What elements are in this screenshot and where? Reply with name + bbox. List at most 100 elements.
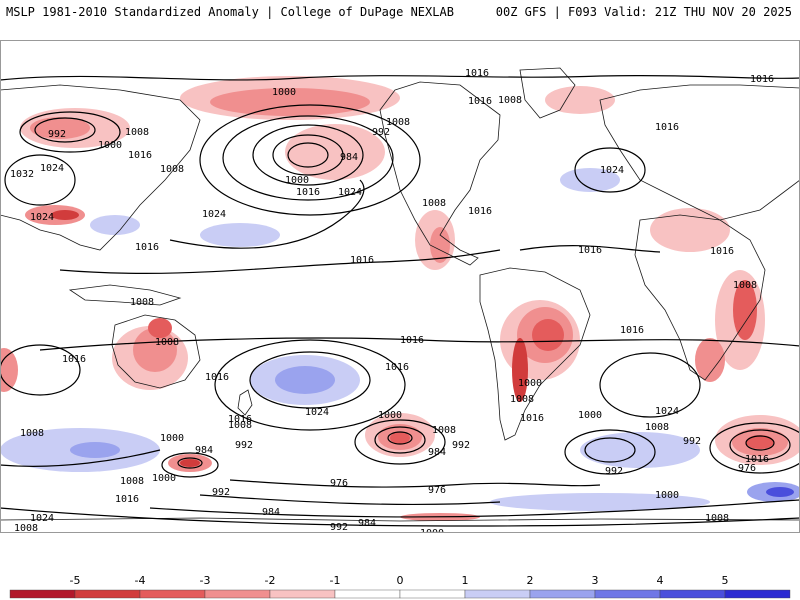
isobar-984 <box>199 494 501 506</box>
coast-asia-west <box>0 84 201 251</box>
isobar-high-atlantic <box>574 147 646 193</box>
isobar-label: 1024 <box>655 406 679 417</box>
isobar-label: 976 <box>428 485 446 496</box>
coastlines <box>0 67 800 522</box>
isobar-low-s-pacific-1 <box>387 431 413 445</box>
isobar-label: 1024 <box>202 209 226 220</box>
colorbar-tick-label: 5 <box>722 574 729 587</box>
isobar-label: 1000 <box>578 410 602 421</box>
isobar-label: 1016 <box>385 362 409 373</box>
isobar-label: 1016 <box>128 150 152 161</box>
anomaly-colorbar: -5 -4 -3 -2 -1 0 1 2 3 4 5 <box>9 574 791 599</box>
isobar-label: 1016 <box>468 206 492 217</box>
isobar-label: 1008 <box>20 428 44 439</box>
isobar-low-n-pacific-3 <box>252 124 364 186</box>
isobar-label: 1000 <box>98 140 122 151</box>
isobar-low-indian-1 <box>745 435 775 451</box>
isobar-label: 1008 <box>705 513 729 524</box>
coast-antarctica <box>0 517 800 522</box>
isobar-label: 1016 <box>655 122 679 133</box>
isobar-label: 1000 <box>655 490 679 501</box>
isobar-low-n-pacific-4 <box>222 115 394 201</box>
colorbar-tick-label: -5 <box>70 574 81 587</box>
isobar-992 <box>149 499 800 518</box>
colorbar-segment <box>74 589 141 599</box>
anomaly-indian-ocean-inner <box>746 435 774 449</box>
colorbar-tick-label: 1 <box>462 574 469 587</box>
colorbar-tick-label: 2 <box>527 574 534 587</box>
isobar-976 <box>229 479 601 488</box>
isobar-1016-north <box>0 74 800 81</box>
isobar-low-tasman-2 <box>161 452 219 478</box>
isobar-label: 984 <box>428 447 446 458</box>
colorbar-tick-label: -2 <box>265 574 276 587</box>
isobar-label: 1024 <box>30 513 54 524</box>
isobar-1000 <box>0 507 800 527</box>
anomaly-s-america-core <box>532 319 564 351</box>
isobar-high-s-atlantic <box>599 352 701 418</box>
colorbar-tick-label: -4 <box>135 574 146 587</box>
isobar-label: 1016 <box>228 414 252 425</box>
isobar-low-n-pacific-1 <box>287 142 329 168</box>
anomaly-n-pacific-blue <box>200 223 280 247</box>
isobar-label: 992 <box>48 129 66 140</box>
isobar-1016-atlantic <box>519 245 661 253</box>
isobar-label: 1016 <box>620 325 644 336</box>
isobar-low-tasman-1 <box>177 457 203 469</box>
isobar-label: 1016 <box>520 413 544 424</box>
isobar-low-siberia-2 <box>19 111 121 153</box>
coast-australia <box>111 314 201 389</box>
map-title: MSLP 1981-2010 Standardized Anomaly | Co… <box>6 5 454 19</box>
isobar-label: 1016 <box>578 245 602 256</box>
isobar-label: 984 <box>262 507 280 518</box>
isobar-low-n-pacific-5 <box>199 104 421 216</box>
isobar-label: 992 <box>372 127 390 138</box>
isobar-label: 1000 <box>160 433 184 444</box>
colorbar-segment <box>464 589 531 599</box>
anomaly-shading <box>0 76 800 521</box>
isobar-label: 1024 <box>30 212 54 223</box>
isobar-label: 1000 <box>272 87 296 98</box>
isobar-label: 1008 <box>130 297 154 308</box>
anomaly-s-atlantic-blue <box>580 432 700 468</box>
isobar-label: 992 <box>605 466 623 477</box>
isobar-label: 1008 <box>14 523 38 533</box>
colorbar-segment <box>334 589 401 599</box>
isobar-label: 1016 <box>115 494 139 505</box>
isobar-label: 1016 <box>745 454 769 465</box>
colorbar-tick-label: -3 <box>200 574 211 587</box>
anomaly-mexico-core <box>430 227 450 263</box>
anomaly-map: 1016 1016 1016 1008 1016 1000 992 1000 1… <box>0 40 800 533</box>
isobar-1016-south <box>39 337 800 351</box>
colorbar-segment <box>724 589 791 599</box>
anomaly-tasman-core <box>180 459 200 467</box>
colorbar-segment <box>139 589 206 599</box>
isobar-label: 1016 <box>135 242 159 253</box>
isobar-label: 984 <box>340 152 358 163</box>
colorbar-tick-label: 0 <box>397 574 404 587</box>
isobar-label: 984 <box>195 445 213 456</box>
anomaly-w-pacific-blue <box>90 215 140 235</box>
coast-greenland <box>519 67 576 119</box>
coast-indonesia <box>68 284 182 306</box>
colorbar-segment <box>594 589 661 599</box>
isobar-1024-pacific <box>169 179 365 249</box>
isobar-label: 984 <box>358 518 376 529</box>
colorbar-tick-label: 3 <box>592 574 599 587</box>
anomaly-australia-north <box>148 318 172 338</box>
model-valid-time: 00Z GFS | F093 Valid: 21Z THU NOV 20 202… <box>495 5 792 19</box>
colorbar-segment <box>9 589 76 599</box>
colorbar-tick-label: 4 <box>657 574 664 587</box>
isobar-high-s-pacific-2 <box>214 339 406 431</box>
isobar-label: 1024 <box>338 187 362 198</box>
isobar-low-siberia-1 <box>34 117 96 143</box>
anomaly-australia-core <box>133 328 177 372</box>
coast-eurasia <box>599 84 800 221</box>
isobar-high-s-pacific-1 <box>249 351 371 409</box>
isobar-label: 1008 <box>510 394 534 405</box>
isobar-label: 1016 <box>205 372 229 383</box>
isobar-label: 1008 <box>733 280 757 291</box>
isobar-low-s-pacific-2 <box>374 426 426 454</box>
colorbar-segment <box>659 589 726 599</box>
anomaly-africa-east-core <box>733 280 757 340</box>
